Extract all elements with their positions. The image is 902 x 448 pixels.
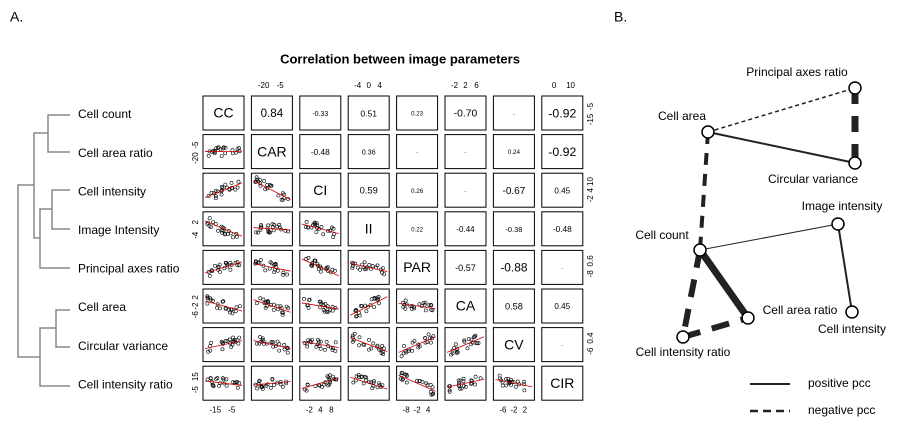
node-label: Image intensity: [802, 199, 883, 213]
panel-title: Correlation between image parameters: [280, 51, 520, 66]
correlation-value: 0.24: [508, 149, 521, 156]
node-label: Cell area: [658, 109, 706, 123]
axis-tick-label: 4: [426, 405, 431, 414]
node-label: Principal axes ratio: [746, 65, 848, 79]
correlation-value: -0.38: [505, 225, 522, 234]
node-label: Circular variance: [768, 172, 858, 186]
diagonal-label: II: [365, 221, 373, 237]
axis-tick-label: -5: [191, 386, 200, 394]
correlation-value: 0.59: [360, 186, 378, 196]
axis-tick-label: 8: [329, 405, 334, 414]
correlation-value: 0.45: [554, 186, 570, 195]
correlation-value: -0.44: [456, 225, 475, 234]
axis-tick-label: -5: [277, 81, 285, 90]
row-label: Circular variance: [78, 339, 168, 353]
panel-label: B.: [614, 9, 627, 25]
axis-tick-label: 4: [318, 405, 323, 414]
correlation-value: -0.57: [455, 263, 476, 273]
axis-tick-label: -5: [228, 405, 236, 414]
diagonal-label: CA: [456, 298, 476, 314]
axis-tick-label: -20: [191, 152, 200, 164]
diagonal-label: CC: [213, 105, 233, 121]
diagonal-label: CAR: [257, 143, 287, 159]
correlation-value: 0.84: [261, 107, 284, 120]
row-label: Cell count: [78, 107, 132, 121]
axis-tick-label: -6: [586, 347, 595, 355]
correlation-value: -0.92: [548, 145, 576, 159]
axis-tick-label: 2: [463, 81, 468, 90]
node-label: Cell intensity: [818, 322, 886, 336]
row-label: Principal axes ratio: [78, 262, 180, 276]
axis-tick-label: -2: [510, 405, 518, 414]
axis-tick-label: 2: [191, 220, 200, 225]
correlation-value: -0.88: [500, 261, 527, 275]
axis-tick-label: 15: [191, 372, 200, 381]
row-label: Cell area ratio: [78, 146, 153, 160]
dendrogram: [18, 115, 70, 386]
correlation-value: 0.26: [411, 188, 424, 195]
node-label: Cell count: [635, 228, 689, 242]
axis-tick-label: -15: [209, 405, 221, 414]
axis-tick-label: -5: [191, 141, 200, 149]
row-label: Cell area: [78, 300, 126, 314]
axis-tick-label: 10: [586, 177, 595, 186]
axis-tick-label: -8: [586, 270, 595, 278]
axis-tick-label: -4: [191, 231, 200, 239]
diagonal-label: CIR: [550, 375, 574, 391]
correlation-value: -0.70: [454, 109, 478, 120]
axis-tick-label: -20: [258, 81, 270, 90]
axis-tick-label: 0: [552, 81, 557, 90]
axis-tick-label: 10: [566, 81, 575, 90]
axis-tick-label: -15: [586, 113, 595, 125]
axis-tick-label: 0.4: [586, 332, 595, 344]
axis-tick-label: 0: [366, 81, 371, 90]
axis-tick-label: -6: [191, 311, 200, 319]
axis-tick-label: -2: [414, 405, 422, 414]
axis-tick-label: 4: [377, 81, 382, 90]
correlation-value: -0.48: [553, 224, 572, 234]
axis-tick-label: -5: [586, 102, 595, 110]
axis-tick-label: 6: [474, 81, 479, 90]
correlation-value: 0.23: [411, 111, 423, 118]
diagonal-label: CV: [504, 336, 524, 352]
row-label: Image Intensity: [78, 223, 159, 237]
correlation-value: -0.48: [311, 147, 330, 157]
axis-tick-label: 2: [523, 405, 528, 414]
axis-tick-label: -2: [191, 302, 200, 310]
axis-tick-label: 4: [586, 187, 595, 192]
diagonal-label: PAR: [403, 259, 431, 275]
node-label: Cell intensity ratio: [636, 345, 731, 359]
correlation-value: -0.92: [548, 106, 576, 120]
correlation-value: 0.58: [505, 301, 523, 311]
legend-label: negative pcc: [808, 403, 875, 417]
row-label: Cell intensity ratio: [78, 377, 173, 391]
correlation-value: -0.33: [312, 111, 328, 118]
axis-tick-label: -2: [586, 195, 595, 203]
panel-label: A.: [10, 9, 23, 25]
axis-tick-label: -4: [354, 81, 362, 90]
node-label: Cell area ratio: [763, 303, 838, 317]
axis-tick-label: -8: [403, 405, 411, 414]
axis-tick-label: 0.6: [586, 255, 595, 267]
legend-label: positive pcc: [808, 376, 871, 390]
correlation-value: -0.67: [503, 186, 526, 197]
axis-tick-label: -2: [306, 405, 314, 414]
correlation-value: 0.22: [411, 227, 423, 233]
row-label: Cell intensity: [78, 184, 146, 198]
correlation-value: 0.36: [362, 148, 376, 157]
axis-tick-label: 2: [191, 295, 200, 300]
correlation-value: 0.45: [554, 302, 570, 311]
axis-tick-label: -2: [451, 81, 459, 90]
diagonal-label: CI: [313, 182, 327, 198]
correlation-value: 0.51: [360, 108, 377, 118]
axis-tick-label: -6: [499, 405, 507, 414]
